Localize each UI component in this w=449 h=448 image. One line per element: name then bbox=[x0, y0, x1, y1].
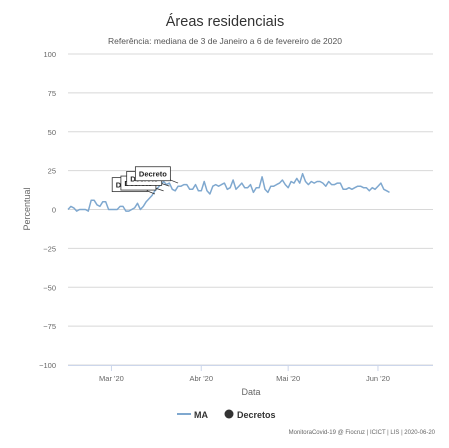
y-tick-label: 25 bbox=[48, 167, 56, 176]
y-tick-label: 75 bbox=[48, 89, 56, 98]
decreto-label: Decreto bbox=[139, 170, 167, 179]
x-axis: Mar '20 Abr '20 Mai '20 Jun '20 bbox=[68, 365, 433, 383]
chart-credits[interactable]: MonitoraCovid-19 @ Fiocruz | ICICT | LIS… bbox=[289, 430, 436, 436]
legend: MA Decretos bbox=[177, 409, 276, 421]
series-layer bbox=[67, 172, 390, 212]
decretos-layer: DecretoDecretoDecretoDecreto bbox=[111, 166, 179, 195]
x-axis-title: Data bbox=[241, 387, 260, 397]
x-tick-label: Abr '20 bbox=[189, 374, 213, 383]
x-tick-label: Mai '20 bbox=[276, 374, 300, 383]
x-tick-label: Mar '20 bbox=[99, 374, 124, 383]
series-line-ma[interactable] bbox=[67, 172, 390, 212]
legend-decretos-dot-icon bbox=[224, 409, 234, 419]
legend-decretos-label: Decretos bbox=[237, 410, 276, 420]
y-tick-label: −75 bbox=[43, 322, 56, 331]
y-tick-label: −100 bbox=[39, 361, 56, 370]
legend-item-ma[interactable]: MA bbox=[177, 410, 208, 420]
y-tick-label: 0 bbox=[52, 206, 56, 215]
y-axis-labels: 100 75 50 25 0 −25 −50 −75 −100 bbox=[39, 50, 56, 370]
grid bbox=[68, 53, 433, 366]
x-tick-label: Jun '20 bbox=[366, 374, 390, 383]
y-tick-label: 50 bbox=[48, 128, 56, 137]
y-axis-title: Percentual bbox=[22, 187, 32, 230]
decreto-label-box[interactable] bbox=[134, 166, 171, 182]
y-tick-label: −50 bbox=[43, 283, 56, 292]
legend-item-decretos[interactable]: Decretos bbox=[224, 409, 276, 421]
y-tick-label: 100 bbox=[43, 50, 56, 59]
chart-title: Áreas residenciais bbox=[166, 13, 284, 30]
y-tick-label: −25 bbox=[43, 244, 56, 253]
legend-ma-label: MA bbox=[194, 410, 208, 420]
chart-subtitle: Referência: mediana de 3 de Janeiro a 6 … bbox=[108, 36, 342, 46]
